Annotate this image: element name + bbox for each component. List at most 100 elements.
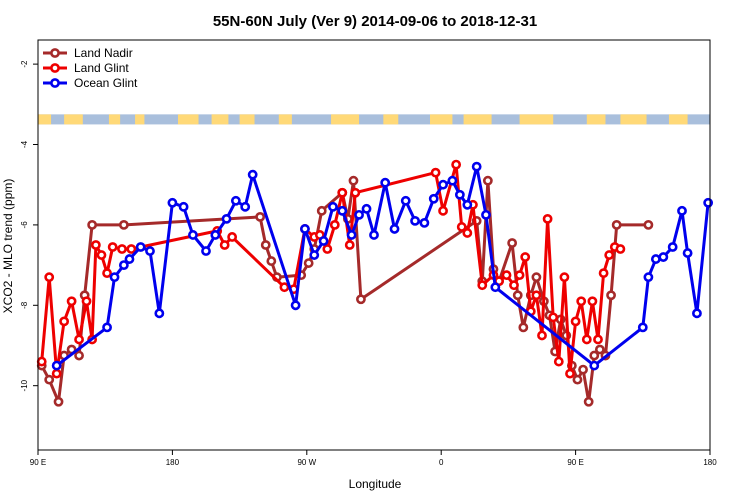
data-point-land-glint — [126, 244, 137, 254]
data-point-land-nadir — [316, 205, 327, 216]
data-point-ocean-glint — [462, 199, 473, 210]
data-point-ocean-glint — [658, 252, 669, 262]
legend-label-ocean-glint: Ocean Glint — [74, 76, 138, 90]
data-point-land-nadir — [260, 240, 271, 250]
data-point-land-glint — [548, 312, 559, 323]
data-point-land-glint — [542, 213, 553, 224]
x-tick-label: 0 — [439, 458, 444, 467]
band-land-segment — [331, 114, 360, 125]
data-point-ocean-glint — [346, 230, 357, 240]
data-point-ocean-glint — [337, 205, 348, 216]
data-point-ocean-glint — [481, 209, 491, 220]
y-tick-label: -2 — [20, 60, 29, 68]
data-point-ocean-glint — [124, 254, 135, 264]
data-point-ocean-glint — [692, 308, 702, 319]
data-point-land-glint — [430, 167, 441, 178]
data-point-ocean-glint — [109, 272, 120, 283]
data-point-land-glint — [531, 290, 542, 301]
series-ocean-glint — [51, 161, 714, 371]
data-point-ocean-glint — [118, 260, 129, 270]
data-point-land-glint — [279, 282, 290, 293]
data-point-ocean-glint — [247, 169, 258, 180]
data-point-land-glint — [604, 250, 615, 260]
x-tick-label: 90 W — [297, 458, 316, 467]
data-point-land-nadir — [606, 290, 616, 301]
data-point-land-glint — [219, 240, 230, 250]
x-tick-label: 90 E — [567, 458, 583, 467]
data-point-land-nadir — [74, 350, 84, 361]
band-land-segment — [211, 114, 229, 125]
y-tick-label: -8 — [20, 301, 29, 309]
data-point-ocean-glint — [447, 175, 458, 186]
x-axis-label: Longitude — [349, 477, 402, 491]
band-land-segment — [519, 114, 554, 125]
data-point-ocean-glint — [471, 161, 482, 172]
data-point-ocean-glint — [667, 242, 678, 252]
data-point-land-nadir — [518, 322, 529, 333]
data-point-land-glint — [501, 270, 512, 281]
data-point-land-nadir — [578, 364, 588, 375]
band-land-segment — [64, 114, 83, 125]
data-point-land-nadir — [266, 256, 277, 266]
band-land-segment — [38, 114, 52, 125]
data-point-land-nadir — [53, 396, 64, 407]
data-point-ocean-glint — [400, 195, 411, 206]
axes: 90 E 180 90 W 0 90 E 180 -2 -4 -6 -8 -10 — [20, 60, 717, 467]
data-point-land-glint — [74, 334, 84, 345]
data-point-ocean-glint — [637, 322, 648, 333]
y-axis-label: XCO2 - MLO trend (ppm) — [1, 179, 15, 314]
data-point-ocean-glint — [51, 360, 62, 371]
data-point-land-glint — [581, 334, 592, 345]
data-point-land-glint — [344, 240, 355, 250]
data-point-ocean-glint — [490, 282, 501, 293]
legend-label-land-glint: Land Glint — [74, 61, 129, 75]
data-point-land-glint — [559, 272, 570, 283]
data-point-ocean-glint — [230, 195, 241, 206]
data-point-land-glint — [615, 244, 626, 254]
data-point-ocean-glint — [221, 213, 232, 224]
data-point-land-nadir — [356, 294, 366, 305]
data-point-land-glint — [107, 242, 118, 252]
band-land-segment — [178, 114, 199, 125]
data-point-ocean-glint — [677, 205, 687, 216]
data-point-ocean-glint — [167, 197, 178, 208]
data-point-land-glint — [81, 296, 92, 307]
y-tick-label: -6 — [20, 221, 29, 229]
data-point-ocean-glint — [682, 248, 693, 258]
data-point-ocean-glint — [428, 193, 439, 204]
data-point-ocean-glint — [309, 250, 320, 260]
x-tick-label: 180 — [703, 458, 717, 467]
data-point-land-glint — [36, 356, 47, 367]
data-point-ocean-glint — [369, 230, 379, 240]
band-land-segment — [278, 114, 292, 125]
data-point-ocean-glint — [361, 203, 372, 214]
data-point-land-glint — [329, 220, 340, 230]
data-point-land-nadir — [348, 175, 359, 186]
data-point-ocean-glint — [290, 300, 301, 311]
series-line-ocean-glint — [55, 165, 710, 368]
data-point-ocean-glint — [703, 197, 714, 208]
data-point-land-nadir — [512, 290, 523, 301]
data-point-land-glint — [587, 296, 598, 307]
data-point-land-glint — [117, 244, 127, 254]
data-point-land-nadir — [611, 220, 622, 230]
legend-marker-land-glint — [50, 63, 60, 73]
data-point-land-glint — [477, 280, 488, 291]
data-point-land-glint — [59, 316, 70, 327]
data-point-land-glint — [598, 268, 609, 279]
data-point-ocean-glint — [589, 360, 600, 371]
data-point-land-glint — [66, 296, 77, 307]
data-point-ocean-glint — [454, 189, 465, 200]
data-point-ocean-glint — [188, 230, 198, 240]
data-point-land-glint — [520, 252, 531, 262]
data-point-land-glint — [462, 228, 473, 238]
data-point-ocean-glint — [389, 224, 400, 234]
legend-marker-land-nadir — [50, 48, 60, 58]
data-point-ocean-glint — [240, 201, 251, 212]
data-point-land-nadir — [118, 220, 129, 230]
data-point-ocean-glint — [145, 246, 155, 256]
data-point-ocean-glint — [438, 179, 448, 190]
legend-label-land-nadir: Land Nadir — [74, 46, 133, 60]
data-point-land-glint — [322, 244, 333, 254]
